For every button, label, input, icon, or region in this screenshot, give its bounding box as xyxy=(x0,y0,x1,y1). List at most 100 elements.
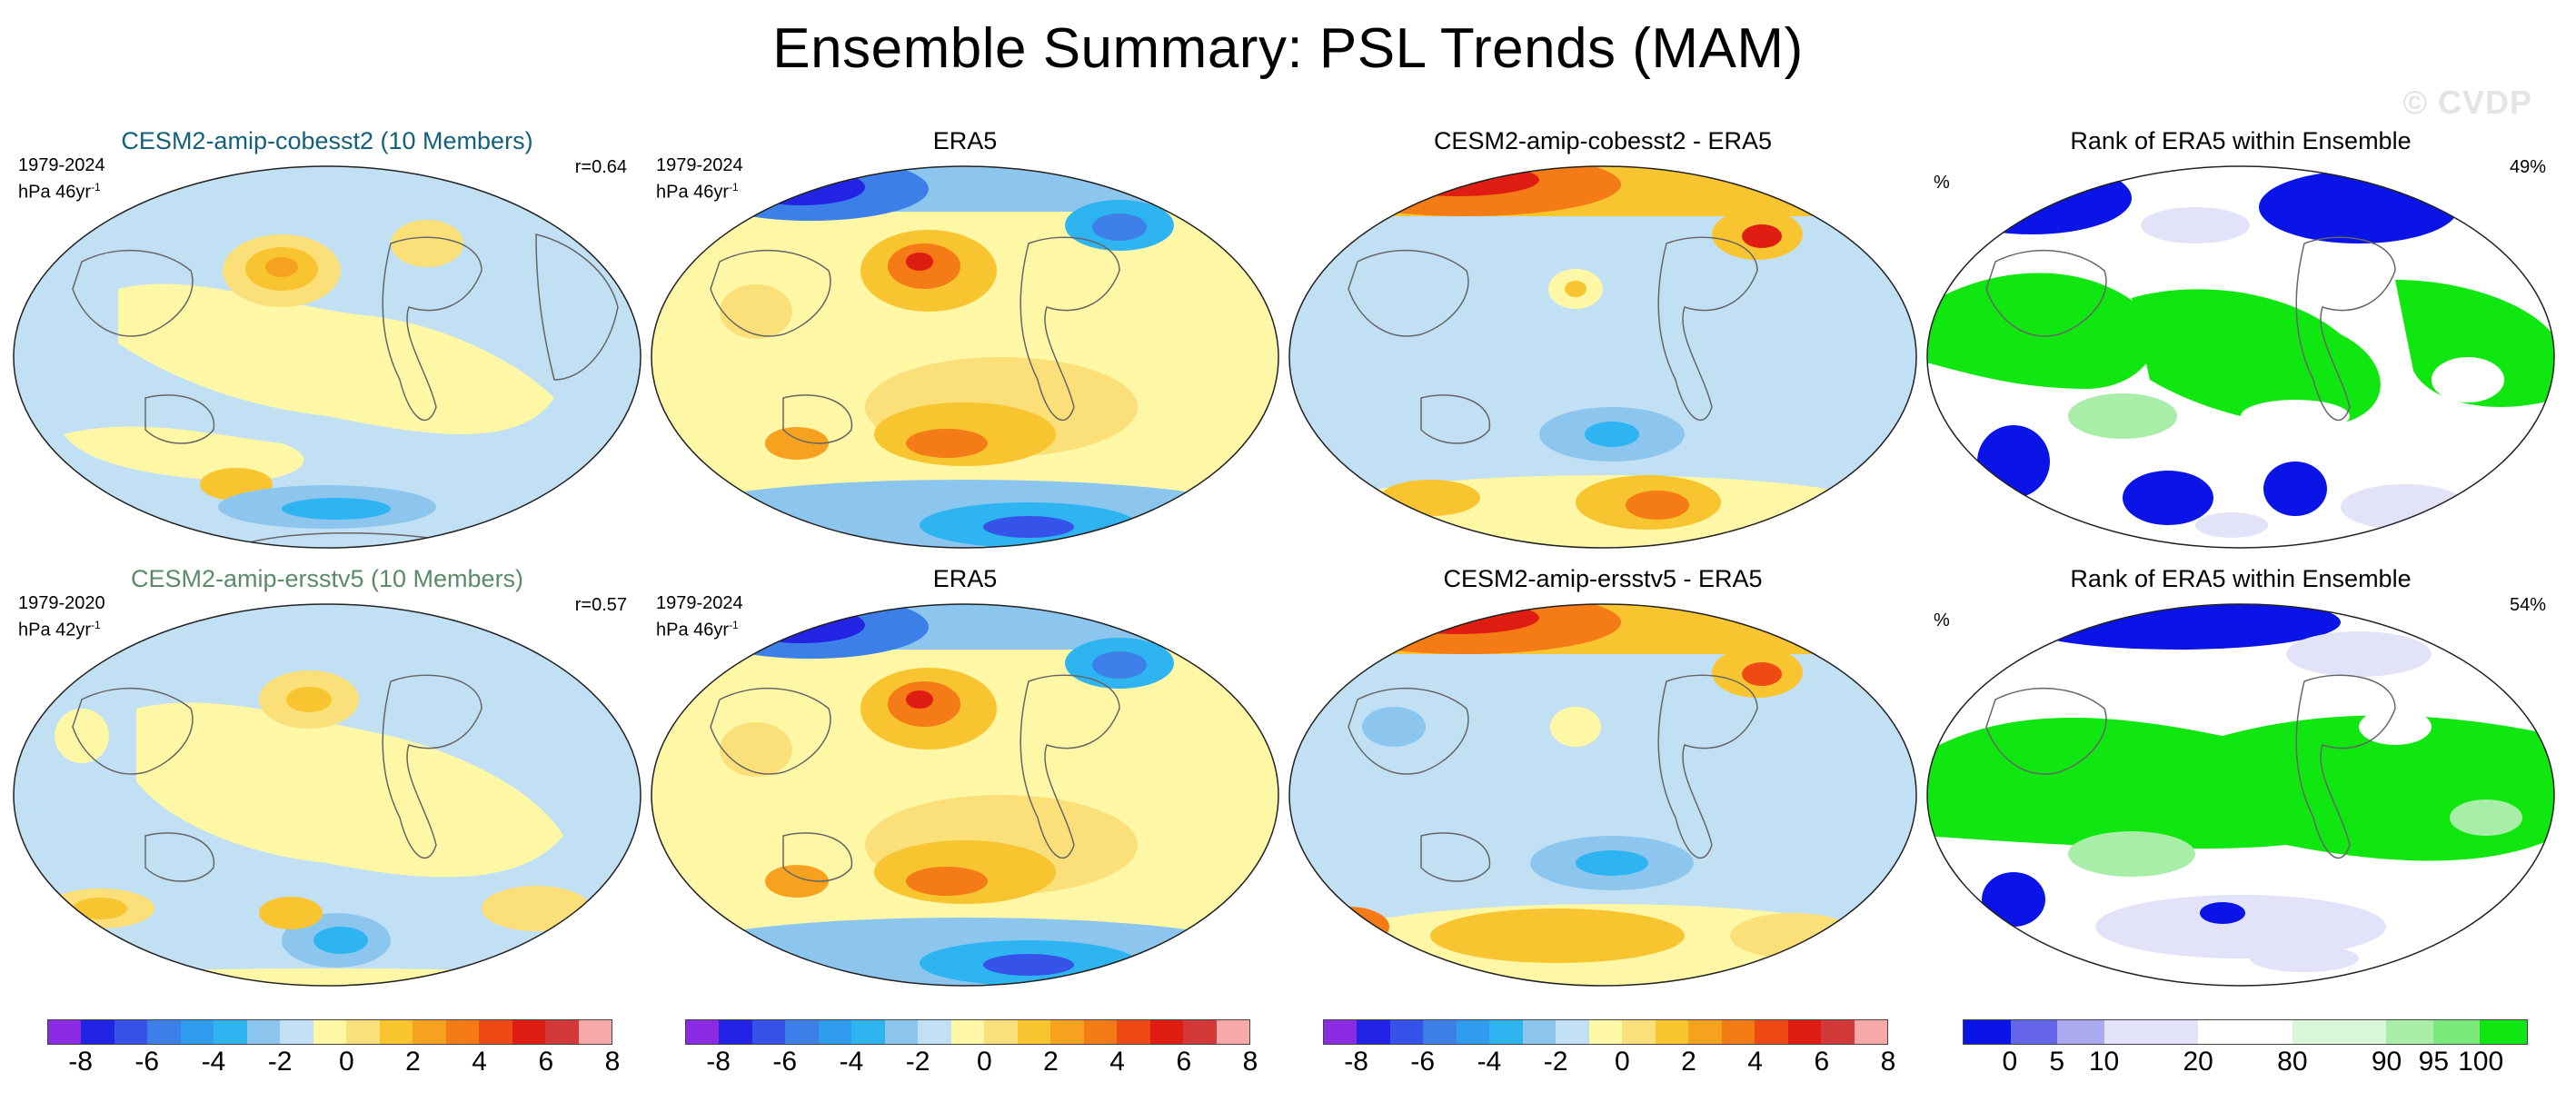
colorbar-tick-label: 6 xyxy=(1176,1047,1192,1077)
rank-map xyxy=(1926,165,2555,549)
colorbar-diff-labels: -8 -6 -4 -2 0 2 4 6 8 xyxy=(1323,1047,1895,1079)
colorbar-tick-label: -2 xyxy=(905,1047,930,1077)
colorbar-segment xyxy=(147,1020,181,1044)
period-label: 1979-2024 hPa 46yr-1 xyxy=(656,155,743,203)
colorbar-model-labels: -8 -6 -4 -2 0 2 4 6 8 xyxy=(47,1047,620,1079)
colorbar-segment xyxy=(851,1020,885,1044)
colorbar-tick-label: 90 xyxy=(2371,1047,2402,1077)
colorbar-segment xyxy=(1655,1020,1689,1044)
colorbar-tick-label: -6 xyxy=(772,1047,798,1077)
colorbar-segment xyxy=(445,1020,480,1044)
colorbar-segment xyxy=(1522,1020,1557,1044)
colorbar-segment xyxy=(950,1020,985,1044)
colorbar-model xyxy=(47,1019,612,1045)
rank-percent-value: 54% xyxy=(2509,595,2546,615)
colorbar-tick-label: 4 xyxy=(1109,1047,1125,1077)
colorbar-segment xyxy=(1389,1020,1424,1044)
colorbar-tick-label: 20 xyxy=(2183,1047,2213,1077)
colorbar-segment xyxy=(2057,1020,2105,1044)
colorbar-segment xyxy=(1489,1020,1523,1044)
colorbar-segment xyxy=(2245,1020,2293,1044)
panel-rank-row2: Rank of ERA5 within Ensemble % 54% xyxy=(1923,565,2559,992)
panel-diff-row1: CESM2-amip-cobesst2 - ERA5 xyxy=(1285,127,1921,554)
period-label: 1979-2024 hPa 46yr-1 xyxy=(18,155,105,203)
colorbar-segment xyxy=(1755,1020,1788,1044)
colorbar-segment xyxy=(413,1020,446,1044)
colorbar-segment xyxy=(984,1020,1018,1044)
rank-percent-value: 49% xyxy=(2509,157,2546,177)
panel-title: CESM2-amip-cobesst2 (10 Members) xyxy=(121,127,533,154)
colorbar-segment xyxy=(246,1020,281,1044)
colorbar-tick-label: -8 xyxy=(706,1047,731,1077)
colorbar-tick-label: 5 xyxy=(2049,1047,2064,1077)
colorbar-segment xyxy=(2010,1020,2058,1044)
colorbar-tick-label: 95 xyxy=(2418,1047,2450,1077)
colorbar-segment xyxy=(379,1020,413,1044)
colorbar-segment xyxy=(114,1020,148,1044)
colorbar-segment xyxy=(1964,1020,2011,1044)
colorbar-segment xyxy=(180,1020,214,1044)
colorbar-tick-label: 80 xyxy=(2277,1047,2308,1077)
colorbar-segment xyxy=(1216,1020,1249,1044)
trend-map xyxy=(13,165,642,549)
colorbar-segment xyxy=(719,1020,752,1044)
colorbar-segment xyxy=(1149,1020,1184,1044)
colorbar-segment xyxy=(785,1020,819,1044)
colorbar-tick-label: 2 xyxy=(405,1047,421,1077)
colorbar-tick-label: -6 xyxy=(134,1047,160,1077)
colorbar-tick-label: 0 xyxy=(2002,1047,2018,1077)
colorbar-segment xyxy=(578,1020,612,1044)
colorbar-tick-label: 2 xyxy=(1043,1047,1059,1077)
correlation-label: r=0.64 xyxy=(574,157,627,177)
colorbar-tick-label: -4 xyxy=(201,1047,226,1077)
colorbar-tick-label: -6 xyxy=(1410,1047,1436,1077)
colorbar-segment xyxy=(1721,1020,1755,1044)
colorbar-tick-label: -2 xyxy=(1543,1047,1568,1077)
colorbar-segment xyxy=(1050,1020,1084,1044)
correlation-label: r=0.57 xyxy=(574,595,627,615)
percent-unit-label: % xyxy=(1934,611,1950,630)
colorbar-tick-label: 6 xyxy=(1814,1047,1830,1077)
colorbar-diff xyxy=(1323,1019,1888,1045)
colorbar-segment xyxy=(2386,1020,2433,1044)
colorbar-rank xyxy=(1963,1019,2528,1045)
panel-title: ERA5 xyxy=(932,565,998,592)
colorbar-rank-labels: 0 5 10 20 80 90 95 100 xyxy=(1963,1047,2528,1079)
panel-model-row2: CESM2-amip-ersstv5 (10 Members) 1979-202… xyxy=(9,565,645,992)
colorbar-segment xyxy=(818,1020,852,1044)
trend-map xyxy=(1288,603,1917,987)
colorbar-tick-label: 100 xyxy=(2458,1047,2504,1077)
panel-rank-row1: Rank of ERA5 within Ensemble % 49% xyxy=(1923,127,2559,554)
colorbar-segment xyxy=(48,1020,82,1044)
percent-unit-label: % xyxy=(1934,173,1950,193)
colorbar-segment xyxy=(2339,1020,2387,1044)
trend-map xyxy=(651,603,1279,987)
colorbar-tick-label: -4 xyxy=(839,1047,864,1077)
colorbar-segment xyxy=(1117,1020,1150,1044)
panel-title: Rank of ERA5 within Ensemble xyxy=(2070,565,2412,592)
colorbar-segment xyxy=(1357,1020,1390,1044)
colorbar-segment xyxy=(512,1020,546,1044)
colorbar-segment xyxy=(884,1020,919,1044)
colorbar-tick-label: 10 xyxy=(2088,1047,2120,1077)
trend-map xyxy=(1288,165,1917,549)
colorbar-segment xyxy=(2151,1020,2199,1044)
colorbar-tick-label: 8 xyxy=(1242,1047,1258,1077)
colorbar-segment xyxy=(751,1020,786,1044)
colorbar-segment xyxy=(1556,1020,1589,1044)
colorbar-segment xyxy=(280,1020,313,1044)
colorbar-segment xyxy=(2432,1020,2481,1044)
period-label: 1979-2020 hPa 42yr-1 xyxy=(18,593,105,640)
colorbar-segment xyxy=(81,1020,114,1044)
panel-title: CESM2-amip-cobesst2 - ERA5 xyxy=(1433,127,1773,154)
colorbar-tick-label: 0 xyxy=(1614,1047,1630,1077)
colorbar-segment xyxy=(2104,1020,2152,1044)
figure-title: Ensemble Summary: PSL Trends (MAM) xyxy=(772,17,1804,80)
period-label: 1979-2024 hPa 46yr-1 xyxy=(656,593,743,640)
colorbar-segment xyxy=(1183,1020,1217,1044)
colorbar-segment xyxy=(1017,1020,1051,1044)
colorbar-obs-labels: -8 -6 -4 -2 0 2 4 6 8 xyxy=(685,1047,1258,1079)
colorbar-segment xyxy=(214,1020,247,1044)
panel-obs-row1: ERA5 1979-2024 hPa 46yr-1 xyxy=(647,127,1283,554)
rank-map xyxy=(1926,603,2555,987)
